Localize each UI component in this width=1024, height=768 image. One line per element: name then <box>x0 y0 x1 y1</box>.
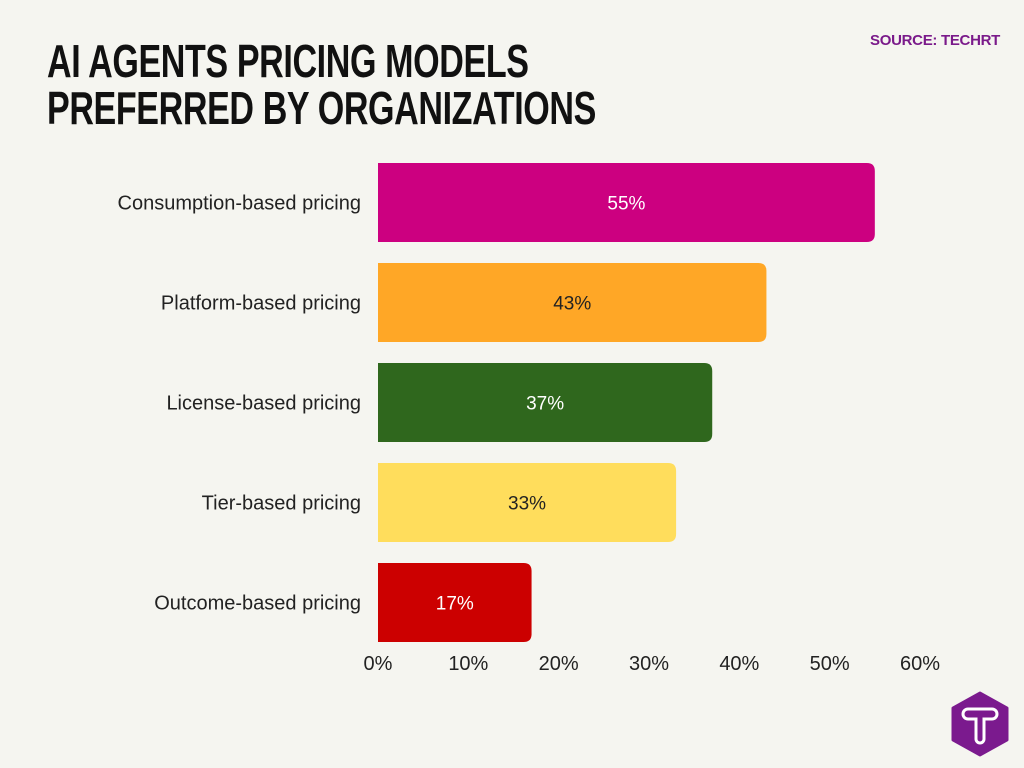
data-label: 17% <box>436 594 474 615</box>
bar <box>378 363 713 442</box>
category-label: License-based pricing <box>166 393 361 415</box>
x-tick-label: 30% <box>629 653 669 675</box>
bar <box>378 463 677 542</box>
data-label: 33% <box>508 494 546 515</box>
category-label: Consumption-based pricing <box>118 193 361 215</box>
x-tick-label: 60% <box>900 653 940 675</box>
data-label: 43% <box>553 294 591 315</box>
data-label: 37% <box>526 394 564 415</box>
x-tick-label: 20% <box>539 653 579 675</box>
chart-title: AI Agents Pricing Models Preferred by Or… <box>47 35 596 134</box>
data-label: 55% <box>607 194 645 215</box>
category-label: Platform-based pricing <box>161 293 361 315</box>
techrt-logo-icon <box>951 691 1009 757</box>
bar <box>378 163 875 242</box>
x-tick-label: 40% <box>719 653 759 675</box>
category-label: Tier-based pricing <box>202 493 361 515</box>
category-label: Outcome-based pricing <box>154 593 361 615</box>
x-tick-label: 0% <box>364 653 393 675</box>
x-tick-label: 10% <box>448 653 488 675</box>
bar <box>378 563 532 642</box>
bar <box>378 263 767 342</box>
source-label: SOURCE: TECHRT <box>870 32 1000 49</box>
x-tick-label: 50% <box>810 653 850 675</box>
